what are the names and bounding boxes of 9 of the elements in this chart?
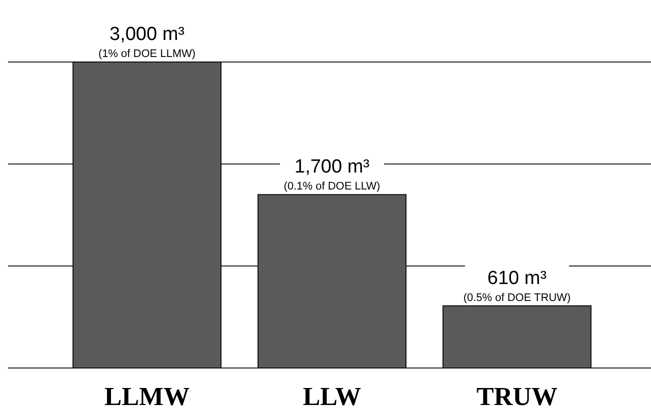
x-tick-label: LLW [302,382,362,409]
annotation: (1% of DOE LLMW) [98,48,196,60]
data-label: 610 m³ [487,268,547,289]
x-tick-label: TRUW [476,382,558,409]
annotation: (0.1% of DOE LLW) [284,180,380,193]
data-label: 3,000 m³ [110,24,184,45]
annotation: (0.5% of DOE TRUW) [463,292,571,304]
x-tick-label: LLMW [104,382,190,409]
data-label: 1,700 m³ [294,156,370,178]
